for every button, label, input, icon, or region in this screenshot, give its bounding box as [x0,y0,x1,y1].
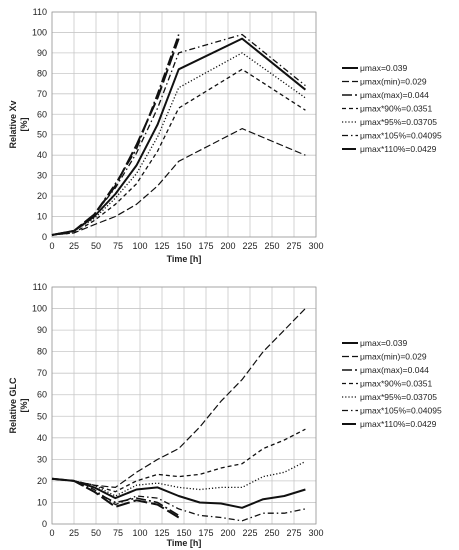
y-tick-label: 60 [37,390,47,400]
legend-label: μmax=0.039 [360,63,407,73]
y-tick-label: 20 [37,476,47,486]
series-line-max-90-0-0351 [51,68,306,236]
series-line-max-110-0-0429 [51,38,180,236]
legend-label: μmax(max)=0.044 [360,90,429,100]
legend-label: μmax*110%=0.0429 [360,419,437,429]
plot-area [51,11,317,238]
legend: μmax=0.039 μmax(min)=0.029 μmax(max)=0.044… [342,338,442,429]
x-tick-label: 50 [91,241,101,251]
series-line-max-110-0-0429 [51,477,180,519]
x-tick-label: 300 [308,241,323,251]
x-tick-label: 25 [69,528,79,538]
series-line-max-105-0-04095 [51,478,306,522]
chart-2: 0 10 20 30 40 50 60 70 80 90 100 110 0 25 50 75 100 125 15… [8,282,442,548]
y-tick-label: 30 [37,454,47,464]
y-tick-label: 0 [42,519,47,529]
x-tick-label: 50 [91,528,101,538]
x-axis-title: Time [h] [167,254,202,264]
y-tick-label: 0 [42,232,47,242]
x-tick-label: 75 [113,241,123,251]
y-tick-label: 70 [37,89,47,99]
x-tick-label: 175 [198,241,213,251]
legend-label: μmax(min)=0.029 [360,352,427,362]
x-tick-label: 275 [286,528,301,538]
y-axis-title: Relative GLC[%] [8,377,29,434]
x-tick-label: 300 [308,528,323,538]
y-tick-label: 100 [32,304,47,314]
legend-label: μmax*105%=0.04095 [360,406,442,416]
x-tick-label: 150 [176,528,191,538]
y-tick-label: 90 [37,325,47,335]
series-line-max-min-0-029 [51,128,306,236]
chart-1: 0 10 20 30 40 50 60 70 80 90 100 110 0 25 50 75 100 125 15… [8,7,442,264]
y-tick-label: 70 [37,368,47,378]
y-tick-label: 100 [32,27,47,37]
x-tick-label: 250 [264,528,279,538]
y-tick-label: 80 [37,347,47,357]
y-tick-label: 90 [37,48,47,58]
x-tick-label: 0 [49,241,54,251]
x-tick-label: 225 [242,241,257,251]
y-axis-title: Relative Xv[%] [8,100,29,148]
y-tick-label: 60 [37,109,47,119]
legend-label: μmax*95%=0.03705 [360,392,437,402]
series-line-max-0-039 [51,477,306,509]
x-tick-label: 200 [220,528,235,538]
y-tick-label: 10 [37,212,47,222]
x-tick-label: 100 [132,241,147,251]
x-tick-label: 125 [154,241,169,251]
x-tick-label: 225 [242,528,257,538]
x-tick-label: 200 [220,241,235,251]
legend: μmax=0.039 μmax(min)=0.029 μmax(max)=0.044… [342,63,442,154]
legend-label: μmax*105%=0.04095 [360,131,442,141]
legend-label: μmax=0.039 [360,338,407,348]
x-tick-label: 75 [113,528,123,538]
legend-label: μmax*90%=0.0351 [360,379,433,389]
plot-area [51,286,317,525]
y-tick-label: 40 [37,150,47,160]
y-tick-label: 50 [37,411,47,421]
x-tick-label: 175 [198,528,213,538]
legend-label: μmax*90%=0.0351 [360,104,433,114]
y-tick-label: 40 [37,433,47,443]
x-tick-label: 25 [69,241,79,251]
y-tick-label: 80 [37,68,47,78]
y-tick-label: 110 [33,7,47,17]
legend-label: μmax*95%=0.03705 [360,117,437,127]
legend-label: μmax*110%=0.0429 [360,144,437,154]
x-tick-label: 150 [176,241,191,251]
y-tick-label: 20 [37,191,47,201]
y-tick-label: 110 [33,282,47,292]
x-tick-label: 250 [264,241,279,251]
x-axis-title: Time [h] [167,538,202,548]
y-tick-label: 30 [37,171,47,181]
x-tick-label: 100 [132,528,147,538]
y-tick-label: 50 [37,130,47,140]
x-tick-label: 275 [286,241,301,251]
legend-label: μmax(min)=0.029 [360,77,427,87]
y-tick-label: 10 [37,497,47,507]
x-tick-label: 125 [154,528,169,538]
x-tick-label: 0 [49,528,54,538]
series-line-max-95-0-03705 [51,460,306,497]
legend-label: μmax(max)=0.044 [360,365,429,375]
